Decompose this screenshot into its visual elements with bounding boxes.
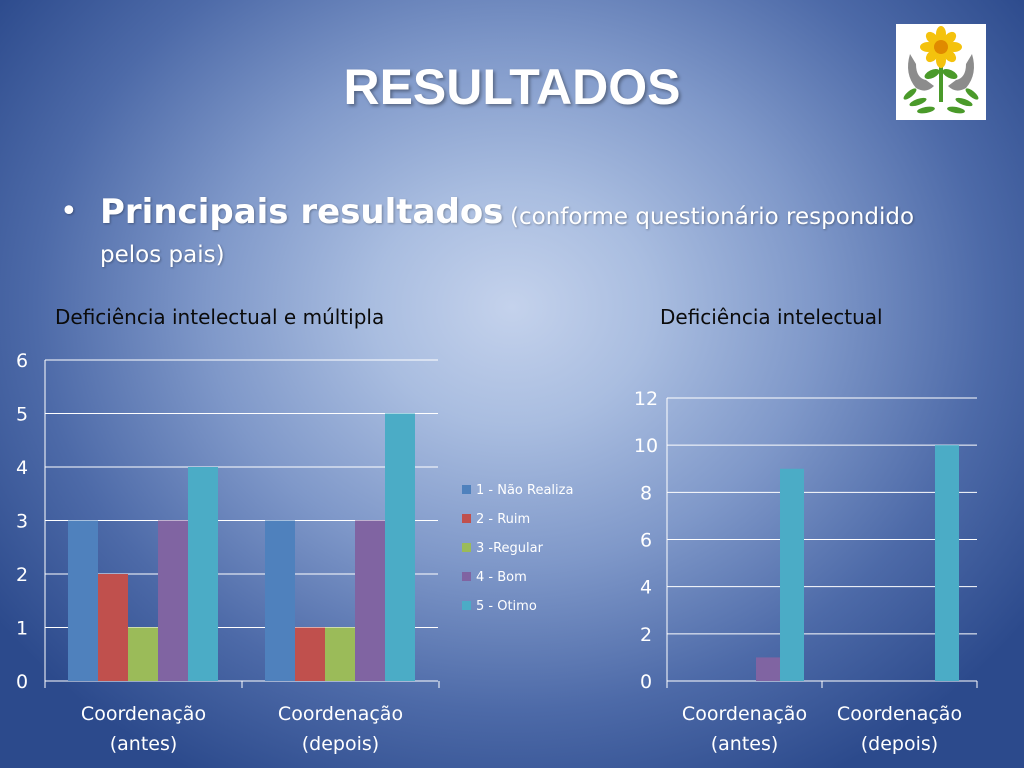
bar (325, 627, 355, 681)
bar (188, 467, 218, 681)
legend-label: 5 - Otimo (476, 599, 537, 614)
y-tick-label: 2 (16, 564, 28, 586)
bar (355, 520, 385, 681)
y-tick-label: 0 (16, 671, 28, 693)
x-category-label: (antes) (110, 733, 178, 755)
legend-swatch (462, 514, 471, 523)
legend-label: 2 - Ruim (476, 512, 530, 527)
x-category-label: Coordenação (81, 703, 206, 725)
bar (158, 520, 188, 681)
y-tick-label: 6 (640, 530, 652, 552)
bar (935, 445, 959, 681)
legend: 1 - Não Realiza 2 - Ruim 3 -Regular 4 - Bom… (462, 483, 573, 614)
bar (98, 574, 128, 681)
x-category-label: (depois) (302, 733, 379, 755)
legend-swatch (462, 543, 471, 552)
legend-swatch (462, 601, 471, 610)
y-tick-label: 4 (640, 577, 652, 599)
x-category-label: (depois) (861, 733, 938, 755)
bullet-sub-text-line2: pelos pais) (100, 242, 225, 268)
legend-label: 3 -Regular (476, 541, 544, 556)
chart2: 0 2 4 6 8 10 12 Coordenação (antes) Coordenação (d… (634, 388, 978, 755)
x-category-label: Coordenação (837, 703, 962, 725)
chart1-title: Deficiência intelectual e múltipla (55, 305, 385, 329)
y-tick-label: 3 (16, 511, 28, 533)
bar (780, 468, 804, 681)
bullet-dot: • (60, 194, 78, 229)
x-category-label: Coordenação (682, 703, 807, 725)
flower-hands-logo-icon (903, 26, 979, 114)
y-tick-label: 5 (16, 404, 28, 426)
bullet-sub-text: (conforme questionário respondido (510, 204, 915, 230)
legend-label: 4 - Bom (476, 570, 527, 585)
bar (385, 413, 415, 681)
y-tick-label: 1 (16, 618, 28, 640)
y-tick-label: 12 (634, 388, 658, 410)
bullet-main-text: Principais resultados (100, 192, 504, 232)
legend-swatch (462, 485, 471, 494)
x-category-label: (antes) (711, 733, 779, 755)
slide-title: RESULTADOS (343, 59, 681, 115)
bar (128, 627, 158, 681)
chart2-title: Deficiência intelectual (660, 305, 883, 329)
y-tick-label: 8 (640, 482, 652, 504)
bar (756, 657, 780, 681)
bar (68, 520, 98, 681)
y-tick-label: 6 (16, 350, 28, 372)
chart1: 0 1 2 3 4 5 6 Coordenação (antes) Coordenação (dep… (16, 350, 573, 755)
logo (896, 24, 986, 120)
bar (265, 520, 295, 681)
y-tick-label: 10 (634, 435, 658, 457)
legend-swatch (462, 572, 471, 581)
y-tick-label: 4 (16, 457, 28, 479)
y-tick-label: 2 (640, 624, 652, 646)
x-category-label: Coordenação (278, 703, 403, 725)
y-tick-label: 0 (640, 671, 652, 693)
legend-label: 1 - Não Realiza (476, 483, 573, 498)
bar (295, 627, 325, 681)
